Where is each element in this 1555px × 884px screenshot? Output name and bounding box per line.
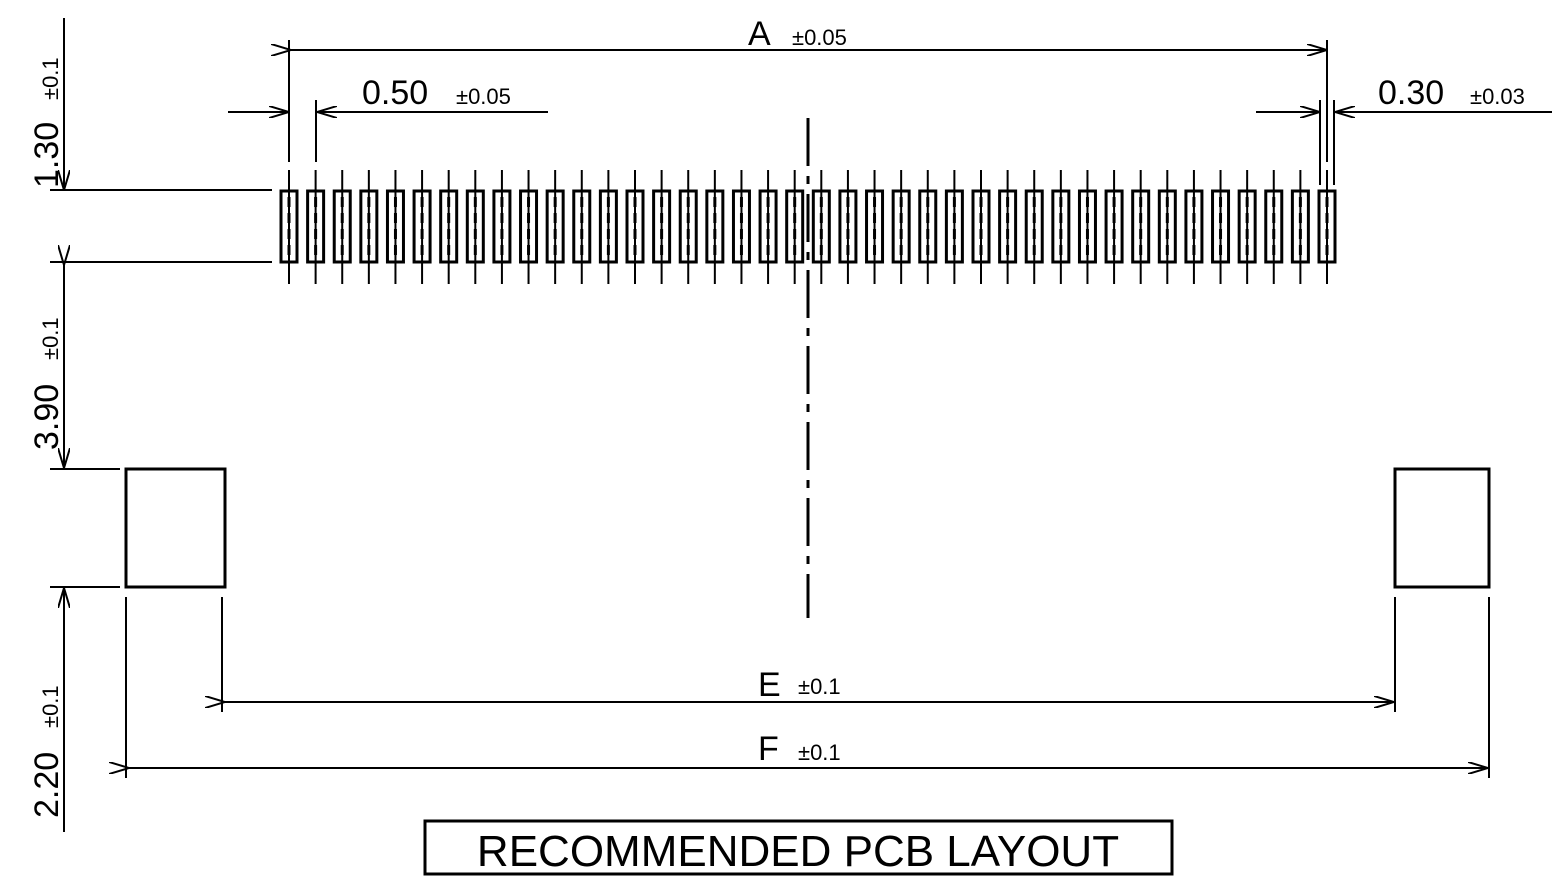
dimension-e-name: E [758,666,781,704]
signal-pad-row [279,170,1337,284]
tab-height-tolerance: ±0.1 [38,685,63,728]
pad-length-label: 1.30 ±0.1 [28,57,66,188]
dimension-e-tolerance: ±0.1 [798,674,841,699]
tab-height-label: 2.20 ±0.1 [28,685,66,818]
signal-pad [279,170,299,284]
signal-pad [1131,170,1151,284]
pitch-value: 0.50 [362,74,428,112]
pitch-tolerance: ±0.05 [456,84,511,109]
signal-pad [785,170,805,284]
pad-to-tab-label: 3.90 ±0.1 [28,317,66,450]
signal-pad [838,170,858,284]
dimension-a-tolerance: ±0.05 [792,25,847,50]
pitch-label: 0.50 ±0.05 [362,74,511,112]
signal-pad [944,170,964,284]
signal-pad [492,170,512,284]
signal-pad [891,170,911,284]
signal-pad [572,170,592,284]
signal-pad [1237,170,1257,284]
signal-pad [625,170,645,284]
dimension-f-label: F ±0.1 [758,730,841,768]
signal-pad [678,170,698,284]
signal-pad [811,170,831,284]
signal-pad [412,170,432,284]
signal-pad [1184,170,1204,284]
dimension-f-tolerance: ±0.1 [798,740,841,765]
signal-pad [598,170,618,284]
pad-to-tab-tolerance: ±0.1 [38,317,63,360]
signal-pad [385,170,405,284]
pad-length-value: 1.30 [28,122,66,188]
pad-length-tolerance: ±0.1 [38,57,63,100]
signal-pad [918,170,938,284]
tab-height-value: 2.20 [28,752,66,818]
pad-width-label: 0.30 ±0.03 [1378,74,1525,112]
dimension-f-name: F [758,730,779,768]
title-box [423,819,1174,876]
signal-pad [359,170,379,284]
signal-pad [1024,170,1044,284]
signal-pad [465,170,485,284]
dimension-a-label: A ±0.05 [748,15,847,53]
signal-pad [998,170,1018,284]
signal-pad [1051,170,1071,284]
signal-pad [519,170,539,284]
signal-pad [1211,170,1231,284]
signal-pad [1077,170,1097,284]
signal-pad [1104,170,1124,284]
signal-pad [865,170,885,284]
drawing-title: RECOMMENDED PCB LAYOUT [477,827,1119,876]
signal-pad [731,170,751,284]
dimension-e-label: E ±0.1 [758,666,841,704]
left-mounting-tab [124,467,227,589]
pad-to-tab-value: 3.90 [28,384,66,450]
signal-pad [652,170,672,284]
signal-pad [1317,170,1337,284]
signal-pad [971,170,991,284]
signal-pad [1290,170,1310,284]
signal-pad [758,170,778,284]
signal-pad [545,170,565,284]
signal-pad [306,170,326,284]
signal-pad [1264,170,1284,284]
signal-pad [1157,170,1177,284]
signal-pad [705,170,725,284]
right-mounting-tab [1393,467,1491,589]
signal-pad [332,170,352,284]
pad-width-value: 0.30 [1378,74,1444,112]
signal-pad [439,170,459,284]
dimension-a-name: A [748,15,771,53]
pad-width-tolerance: ±0.03 [1470,84,1525,109]
